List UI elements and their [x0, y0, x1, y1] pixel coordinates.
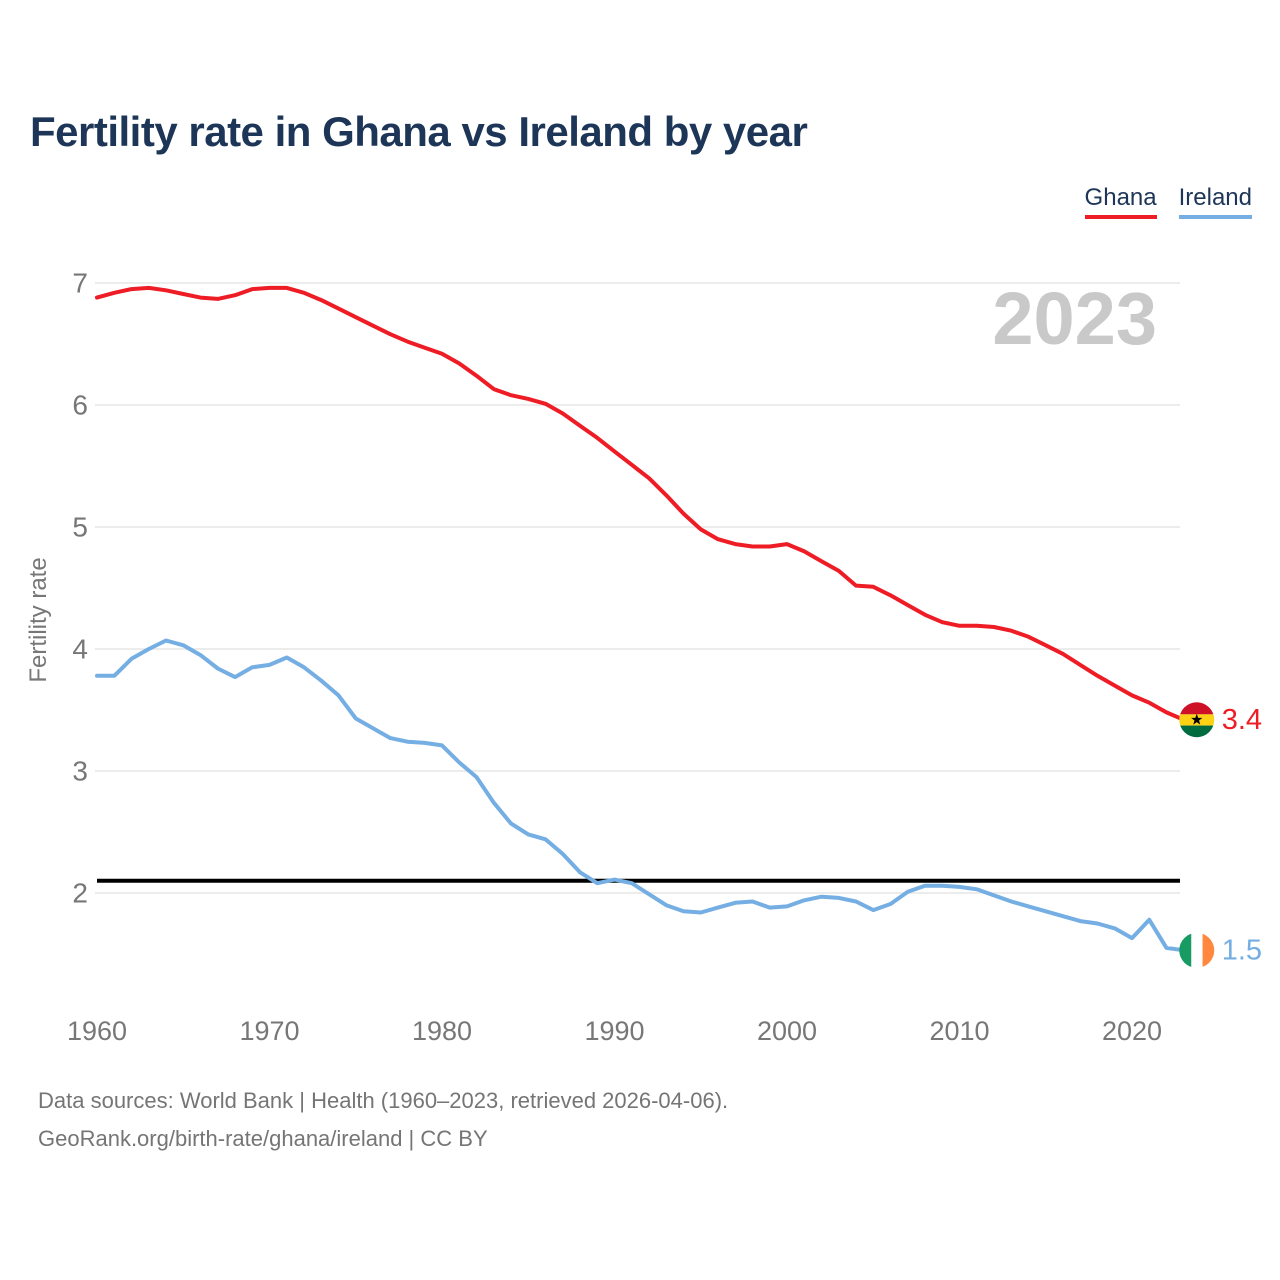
- y-tick-label: 4: [72, 634, 88, 665]
- x-tick-label: 2010: [929, 1016, 989, 1046]
- legend: Ghana Ireland: [1084, 184, 1252, 219]
- x-tick-label: 2020: [1102, 1016, 1162, 1046]
- page-title: Fertility rate in Ghana vs Ireland by ye…: [30, 108, 808, 155]
- x-tick-label: 2000: [757, 1016, 817, 1046]
- y-tick-label: 7: [72, 268, 88, 299]
- end-value-ireland: 1.5: [1222, 934, 1262, 966]
- x-tick-label: 1980: [412, 1016, 472, 1046]
- y-tick-label: 6: [72, 390, 88, 421]
- y-axis-title: Fertility rate: [25, 557, 52, 682]
- footer-sources-line: Data sources: World Bank | Health (1960–…: [38, 1088, 729, 1113]
- y-tick-label: 2: [72, 878, 88, 909]
- footer: Data sources: World Bank | Health (1960–…: [38, 1082, 728, 1158]
- flag-ireland-icon: [1179, 932, 1215, 968]
- y-tick-label: 5: [72, 512, 88, 543]
- series-line-ireland[interactable]: [95, 638, 1186, 953]
- flag-ghana-icon: [1179, 702, 1215, 738]
- legend-item-ghana[interactable]: Ghana: [1084, 184, 1157, 219]
- ghana-star-icon: [1191, 713, 1203, 725]
- x-tick-label: 1960: [67, 1016, 127, 1046]
- series-line-ghana[interactable]: [95, 285, 1186, 722]
- end-value-ghana: 3.4: [1222, 704, 1262, 736]
- watermark-year: 2023: [992, 277, 1157, 360]
- y-tick-label: 3: [72, 756, 88, 787]
- x-tick-label: 1990: [584, 1016, 644, 1046]
- legend-item-ireland[interactable]: Ireland: [1178, 184, 1252, 219]
- x-tick-label: 1970: [239, 1016, 299, 1046]
- footer-attribution-line: GeoRank.org/birth-rate/ghana/ireland | C…: [38, 1126, 488, 1151]
